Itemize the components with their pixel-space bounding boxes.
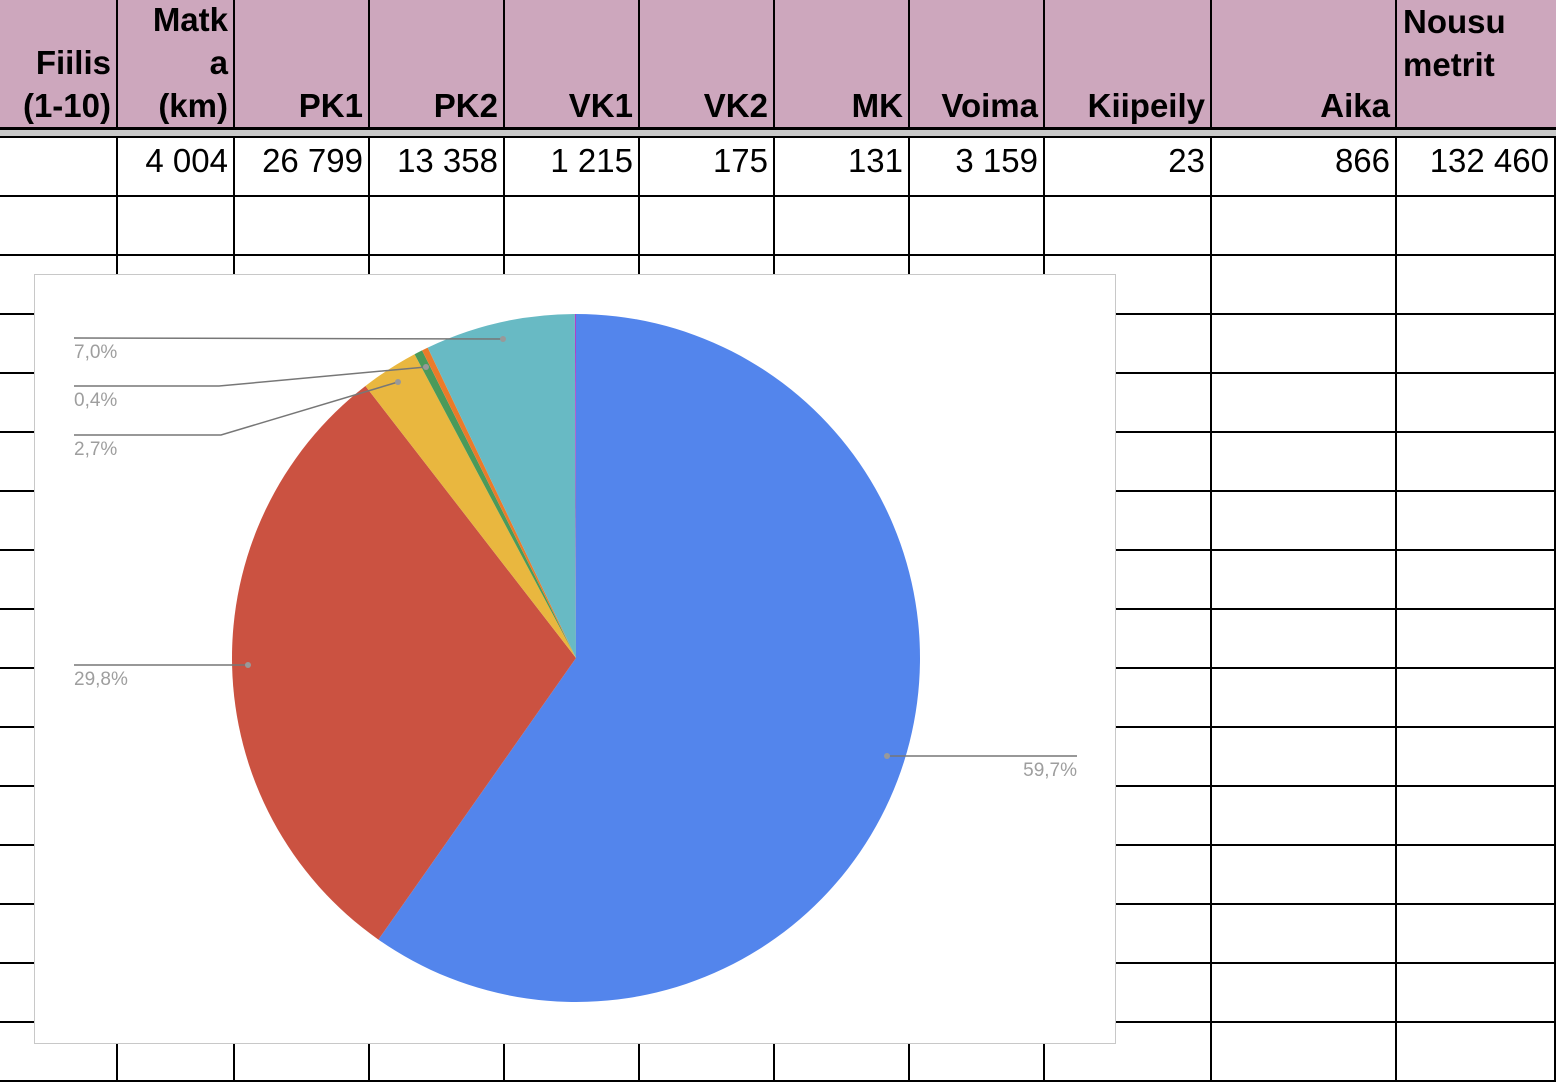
leader-line — [74, 366, 427, 387]
table-cell[interactable] — [1212, 197, 1397, 256]
table-cell[interactable] — [1397, 669, 1556, 728]
table-cell[interactable]: 866 — [1212, 138, 1397, 197]
divider-line — [0, 136, 1556, 138]
slice-label: 0,4% — [74, 390, 117, 411]
pie-slice-mk[interactable] — [422, 347, 576, 658]
table-cell[interactable] — [1045, 492, 1212, 551]
table-cell[interactable] — [1212, 669, 1397, 728]
pie-chart-svg: 59,7% 29,8% 2,7% 0,4% 7,0% — [73, 314, 1077, 1002]
table-cell[interactable]: 132 460 — [1397, 138, 1556, 197]
table-cell[interactable] — [1212, 315, 1397, 374]
table-cell[interactable] — [910, 197, 1045, 256]
column-header[interactable]: PK2 — [370, 0, 505, 127]
table-cell[interactable] — [1397, 1023, 1556, 1082]
table-cell[interactable] — [1212, 846, 1397, 905]
table-cell[interactable] — [1045, 256, 1212, 315]
table-cell[interactable] — [505, 197, 640, 256]
table-cell[interactable] — [1045, 787, 1212, 846]
table-cell[interactable] — [0, 197, 118, 256]
table-cell[interactable] — [370, 197, 505, 256]
slice-label: 7,0% — [74, 342, 117, 363]
column-header[interactable]: MK — [775, 0, 910, 127]
column-header[interactable]: VK1 — [505, 0, 640, 127]
table-cell[interactable] — [1045, 315, 1212, 374]
leader-dot — [395, 379, 401, 385]
table-cell[interactable]: 13 358 — [370, 138, 505, 197]
table-cell[interactable]: 1 215 — [505, 138, 640, 197]
table-cell[interactable]: 175 — [640, 138, 775, 197]
column-header[interactable]: PK1 — [235, 0, 370, 127]
table-cell[interactable]: 4 004 — [118, 138, 235, 197]
table-cell[interactable] — [1045, 905, 1212, 964]
table-cell[interactable] — [1397, 728, 1556, 787]
leader-dot — [884, 753, 890, 759]
pie-slice-vk1[interactable] — [365, 354, 576, 658]
pie-chart[interactable]: 59,7% 29,8% 2,7% 0,4% 7,0% — [34, 274, 1116, 1044]
column-header[interactable]: Kiipeily — [1045, 0, 1212, 127]
pie-slice-kiipeily[interactable] — [574, 314, 576, 658]
table-cell[interactable] — [1397, 492, 1556, 551]
table-cell[interactable] — [1397, 256, 1556, 315]
table-cell[interactable] — [1212, 433, 1397, 492]
table-cell[interactable] — [1212, 374, 1397, 433]
table-cell[interactable] — [1212, 905, 1397, 964]
table-cell[interactable] — [1045, 728, 1212, 787]
table-cell[interactable] — [1212, 256, 1397, 315]
leader-line — [73, 337, 504, 340]
leader-dot — [500, 336, 506, 342]
table-cell[interactable] — [1397, 315, 1556, 374]
table-cell[interactable] — [1397, 787, 1556, 846]
table-cell[interactable] — [235, 197, 370, 256]
table-cell[interactable]: 3 159 — [910, 138, 1045, 197]
table-cell[interactable] — [1212, 1023, 1397, 1082]
pie-slice-pk2[interactable] — [232, 385, 577, 940]
table-cell[interactable] — [1212, 728, 1397, 787]
table-cell[interactable] — [1397, 610, 1556, 669]
table-cell[interactable] — [1045, 610, 1212, 669]
table-cell[interactable]: 26 799 — [235, 138, 370, 197]
table-cell[interactable] — [1397, 964, 1556, 1023]
table-cell[interactable] — [118, 197, 235, 256]
slice-label: 2,7% — [74, 439, 117, 460]
table-cell[interactable] — [1045, 551, 1212, 610]
table-cell[interactable] — [1212, 610, 1397, 669]
pie-slice-voima[interactable] — [427, 314, 576, 658]
table-cell[interactable] — [1397, 905, 1556, 964]
table-cell[interactable]: 131 — [775, 138, 910, 197]
table-cell[interactable] — [1397, 433, 1556, 492]
table-cell[interactable] — [1212, 964, 1397, 1023]
slice-label: 29,8% — [74, 669, 128, 690]
leader-dot — [423, 364, 429, 370]
table-cell[interactable] — [1045, 846, 1212, 905]
table-cell[interactable] — [1212, 551, 1397, 610]
slice-label: 59,7% — [1023, 760, 1077, 781]
pie-slice-vk2[interactable] — [414, 350, 576, 658]
column-header[interactable]: Fiilis (1-10) — [0, 0, 118, 127]
table-cell[interactable] — [1397, 197, 1556, 256]
table-cell[interactable] — [1397, 846, 1556, 905]
pie-slice-pk1[interactable] — [378, 314, 920, 1002]
column-header[interactable]: Matk a (km) — [118, 0, 235, 127]
column-header[interactable]: Nousu metrit — [1397, 0, 1556, 127]
table-cell[interactable] — [1045, 197, 1212, 256]
leader-dot — [245, 662, 251, 668]
frozen-row-divider[interactable] — [0, 130, 1556, 136]
table-cell[interactable] — [0, 138, 118, 197]
leader-line — [74, 381, 399, 436]
table-cell[interactable] — [1045, 964, 1212, 1023]
table-cell[interactable] — [775, 197, 910, 256]
header-border — [0, 127, 1556, 130]
table-cell[interactable] — [640, 197, 775, 256]
table-cell[interactable] — [1397, 374, 1556, 433]
table-cell[interactable]: 23 — [1045, 138, 1212, 197]
table-cell[interactable] — [1212, 787, 1397, 846]
column-header[interactable]: Aika — [1212, 0, 1397, 127]
column-header[interactable]: VK2 — [640, 0, 775, 127]
table-cell[interactable] — [1397, 551, 1556, 610]
table-cell[interactable] — [1212, 492, 1397, 551]
table-cell[interactable] — [1045, 669, 1212, 728]
column-header[interactable]: Voima — [910, 0, 1045, 127]
table-cell[interactable] — [1045, 374, 1212, 433]
table-cell[interactable] — [1045, 433, 1212, 492]
